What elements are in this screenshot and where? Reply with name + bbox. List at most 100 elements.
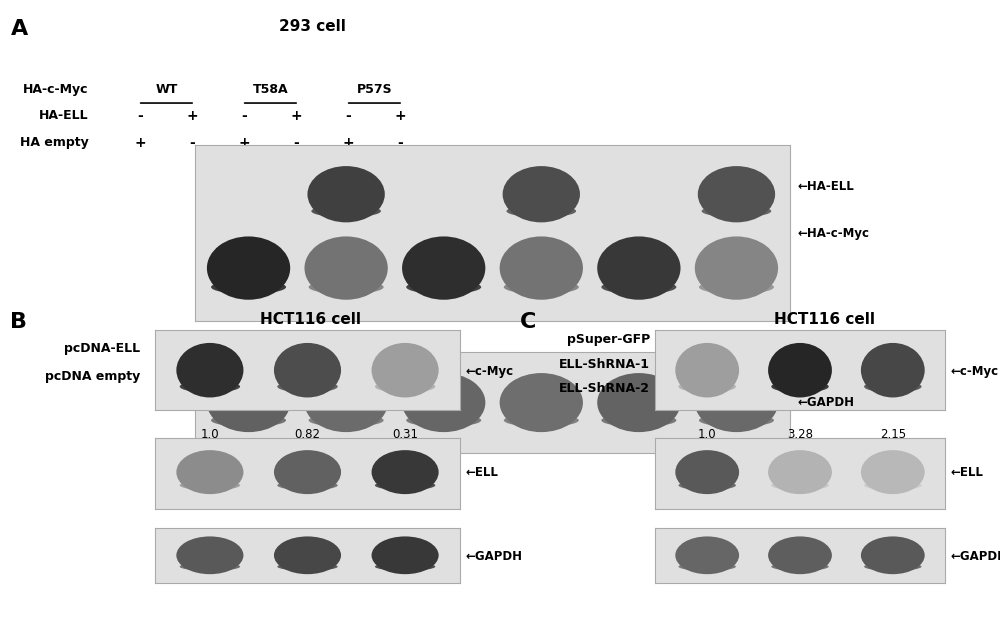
Ellipse shape [597,236,681,300]
Ellipse shape [176,450,243,494]
Ellipse shape [207,373,290,432]
Text: ++: ++ [378,342,402,355]
Text: ←ELL: ←ELL [950,466,983,479]
Text: pSuper-GFP: pSuper-GFP [567,333,650,346]
Ellipse shape [861,536,925,574]
Ellipse shape [211,280,286,294]
Text: WT: WT [155,83,178,96]
Text: ELL-ShRNA-1: ELL-ShRNA-1 [559,357,650,371]
Ellipse shape [695,373,778,432]
Text: +: + [187,109,198,123]
Text: 1.0: 1.0 [698,428,717,441]
Text: C: C [520,312,536,331]
Text: -: - [294,136,299,149]
Ellipse shape [601,280,676,294]
Text: B: B [10,312,27,331]
Text: -: - [897,333,903,346]
Ellipse shape [375,381,435,392]
Text: HCT116 cell: HCT116 cell [774,312,876,326]
Ellipse shape [678,563,736,571]
Text: -: - [398,136,403,149]
Ellipse shape [406,414,481,427]
Text: P57S: P57S [357,83,392,96]
Text: pcDNA empty: pcDNA empty [45,370,140,383]
Ellipse shape [771,381,829,392]
Ellipse shape [180,481,240,490]
Text: T58A: T58A [253,83,288,96]
Text: ++: ++ [198,370,222,383]
Text: 1.0: 1.0 [698,529,717,542]
Text: +: + [239,136,250,149]
Ellipse shape [675,536,739,574]
Ellipse shape [307,166,385,222]
Text: -: - [897,357,903,371]
Text: +: + [294,342,306,355]
Text: +: + [804,357,816,371]
Ellipse shape [372,450,439,494]
Text: 0.34: 0.34 [787,529,813,542]
Text: +: + [135,136,146,149]
Ellipse shape [675,343,739,397]
Text: ←HA-ELL: ←HA-ELL [797,180,854,193]
Ellipse shape [504,414,579,427]
Ellipse shape [406,280,481,294]
Text: +: + [894,382,906,395]
Ellipse shape [402,236,485,300]
Text: +: + [714,333,726,346]
Ellipse shape [768,450,832,494]
Ellipse shape [304,373,388,432]
Ellipse shape [678,481,736,490]
Text: 0.82: 0.82 [294,428,320,441]
Ellipse shape [207,236,290,300]
Text: 3.28: 3.28 [787,428,813,441]
Ellipse shape [861,450,925,494]
Ellipse shape [311,205,381,217]
Ellipse shape [500,373,583,432]
Text: ←ELL: ←ELL [465,466,498,479]
Text: 2.30: 2.30 [392,529,418,542]
Text: 2.15: 2.15 [880,428,906,441]
Text: -: - [190,136,195,149]
Text: ←GAPDH: ←GAPDH [950,550,1000,563]
Text: -: - [807,382,813,395]
Ellipse shape [699,280,774,294]
Ellipse shape [861,343,925,397]
Ellipse shape [274,343,341,397]
Ellipse shape [771,563,829,571]
Ellipse shape [274,450,341,494]
Text: -: - [807,333,813,346]
Text: 0.32: 0.32 [880,529,906,542]
Text: 0.31: 0.31 [392,428,418,441]
Ellipse shape [702,205,771,217]
Ellipse shape [864,381,922,392]
Ellipse shape [601,414,676,427]
Ellipse shape [506,205,576,217]
Ellipse shape [304,236,388,300]
Ellipse shape [277,563,338,571]
Ellipse shape [698,166,775,222]
Text: -: - [717,382,723,395]
Text: ←HA-c-Myc: ←HA-c-Myc [797,226,869,240]
Ellipse shape [180,381,240,392]
Ellipse shape [372,536,439,574]
Text: -: - [387,370,393,383]
Text: ELL-ShRNA-2: ELL-ShRNA-2 [559,382,650,395]
Ellipse shape [771,481,829,490]
Ellipse shape [375,563,435,571]
Ellipse shape [309,280,384,294]
Text: -: - [138,109,143,123]
Text: ←c-Myc: ←c-Myc [950,365,998,378]
Ellipse shape [504,280,579,294]
Text: A: A [10,19,28,38]
Text: ←GAPDH: ←GAPDH [797,395,854,409]
Ellipse shape [503,166,580,222]
Text: +: + [343,136,354,149]
Text: HA-ELL: HA-ELL [39,109,88,123]
Text: +: + [294,370,306,383]
Ellipse shape [699,414,774,427]
Ellipse shape [309,414,384,427]
Ellipse shape [864,563,922,571]
Text: +: + [395,109,406,123]
Ellipse shape [768,536,832,574]
Ellipse shape [864,481,922,490]
